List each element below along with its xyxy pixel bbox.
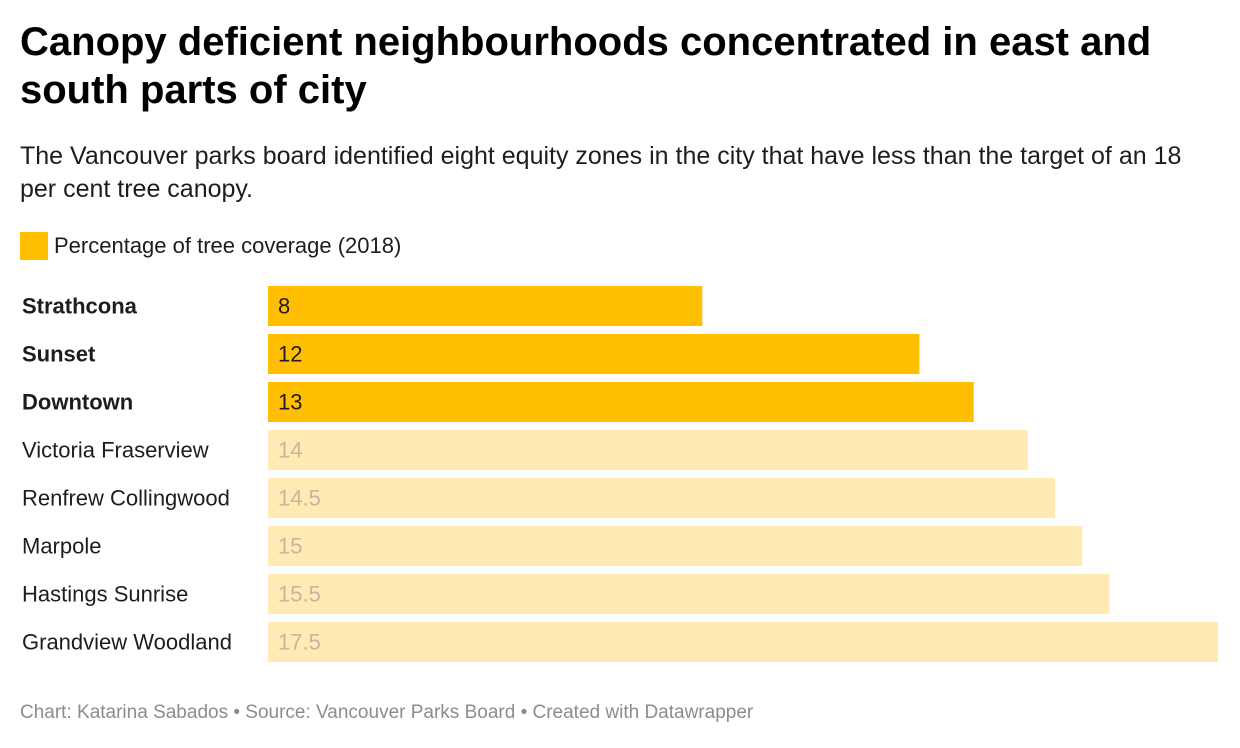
bar-strathcona — [268, 286, 703, 326]
legend-label: Percentage of tree coverage (2018) — [54, 233, 402, 258]
value-label: 13 — [278, 390, 302, 415]
bar-marpole — [268, 526, 1083, 566]
bar-victoria-fraserview — [268, 430, 1028, 470]
bar-sunset — [268, 334, 920, 374]
bar-grandview-woodland — [268, 622, 1218, 662]
value-label: 17.5 — [278, 630, 321, 655]
value-label: 12 — [278, 342, 302, 367]
value-label: 15.5 — [278, 582, 321, 607]
category-label: Renfrew Collingwood — [22, 486, 230, 511]
category-label: Victoria Fraserview — [22, 438, 209, 463]
value-label: 14 — [278, 438, 302, 463]
value-label: 14.5 — [278, 486, 321, 511]
chart-subtitle: The Vancouver parks board identified eig… — [20, 142, 1182, 203]
bar-renfrew-collingwood — [268, 478, 1056, 518]
category-label: Hastings Sunrise — [22, 582, 188, 607]
category-label: Downtown — [22, 390, 133, 415]
value-label: 8 — [278, 294, 290, 319]
value-label: 15 — [278, 534, 302, 559]
chart-footer: Chart: Katarina Sabados • Source: Vancou… — [20, 702, 754, 723]
category-label: Marpole — [22, 534, 101, 559]
legend-swatch — [20, 232, 48, 260]
bar-chart: Strathcona 8 Sunset 12 Downtown 13 Victoria Fr… — [22, 286, 1218, 662]
bar-downtown — [268, 382, 974, 422]
bar-hastings-sunrise — [268, 574, 1110, 614]
chart-title: Canopy deficient neighbourhoods concentr… — [20, 20, 1152, 112]
category-label: Sunset — [22, 342, 96, 367]
legend: Percentage of tree coverage (2018) — [20, 230, 401, 262]
category-label: Grandview Woodland — [22, 630, 232, 655]
category-label: Strathcona — [22, 294, 138, 319]
